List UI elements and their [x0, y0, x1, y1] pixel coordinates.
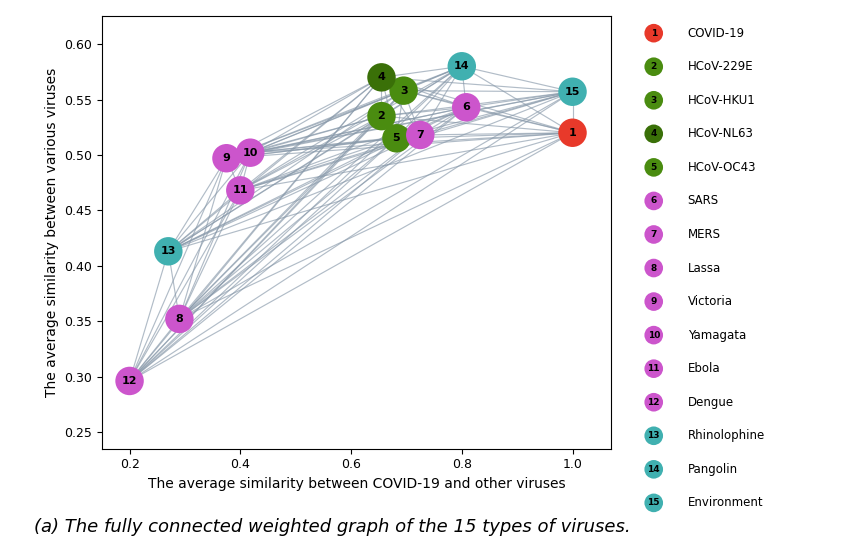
Text: 5: 5 [650, 163, 657, 172]
Point [172, 315, 186, 323]
Text: Environment: Environment [688, 496, 763, 509]
Text: 11: 11 [648, 364, 660, 373]
Point [220, 154, 233, 162]
Point [647, 29, 661, 38]
Text: 3: 3 [400, 86, 408, 96]
Text: 10: 10 [243, 148, 258, 158]
Text: 12: 12 [648, 398, 660, 407]
Text: SARS: SARS [688, 194, 719, 207]
Text: HCoV-HKU1: HCoV-HKU1 [688, 94, 756, 107]
Point [390, 134, 403, 143]
Point [647, 230, 661, 239]
Point [459, 103, 473, 112]
Point [647, 130, 661, 138]
Point [647, 96, 661, 104]
Text: 14: 14 [648, 465, 660, 474]
Text: 3: 3 [650, 96, 657, 105]
Text: 11: 11 [233, 185, 248, 195]
Point [647, 264, 661, 272]
Text: 6: 6 [462, 102, 470, 112]
Point [374, 73, 388, 82]
Text: MERS: MERS [688, 228, 721, 241]
Point [647, 364, 661, 373]
Point [647, 163, 661, 172]
Text: 4: 4 [650, 129, 657, 138]
Point [647, 62, 661, 71]
Point [647, 196, 661, 205]
Point [374, 112, 388, 120]
Point [647, 432, 661, 440]
Text: Rhinolophine: Rhinolophine [688, 429, 765, 443]
Text: Pangolin: Pangolin [688, 463, 738, 476]
Point [244, 148, 257, 157]
Text: 13: 13 [160, 246, 176, 257]
Text: 9: 9 [650, 297, 657, 306]
Point [396, 86, 410, 95]
X-axis label: The average similarity between COVID-19 and other viruses: The average similarity between COVID-19 … [148, 477, 565, 491]
Text: Dengue: Dengue [688, 395, 734, 409]
Y-axis label: The average similarity between various viruses: The average similarity between various v… [45, 68, 59, 397]
Text: HCoV-OC43: HCoV-OC43 [688, 161, 756, 174]
Text: 7: 7 [416, 130, 424, 140]
Text: Yamagata: Yamagata [688, 329, 746, 342]
Point [565, 129, 579, 137]
Text: 8: 8 [650, 264, 657, 272]
Text: Victoria: Victoria [688, 295, 733, 308]
Text: 10: 10 [648, 330, 660, 340]
Text: 8: 8 [176, 314, 183, 324]
Text: HCoV-NL63: HCoV-NL63 [688, 127, 754, 141]
Text: 4: 4 [378, 72, 385, 83]
Text: 5: 5 [392, 133, 400, 143]
Text: Lassa: Lassa [688, 261, 721, 275]
Point [647, 465, 661, 474]
Point [233, 186, 247, 195]
Text: 15: 15 [648, 498, 660, 508]
Text: 2: 2 [650, 62, 657, 71]
Point [455, 62, 469, 71]
Point [647, 498, 661, 507]
Point [161, 247, 175, 255]
Point [647, 331, 661, 340]
Text: 14: 14 [454, 61, 469, 71]
Text: 9: 9 [222, 153, 230, 163]
Point [413, 131, 427, 139]
Point [123, 376, 137, 385]
Text: 2: 2 [378, 111, 385, 121]
Text: 12: 12 [121, 376, 138, 386]
Text: 1: 1 [569, 128, 576, 138]
Text: 6: 6 [650, 196, 657, 206]
Text: HCoV-229E: HCoV-229E [688, 60, 753, 73]
Text: Ebola: Ebola [688, 362, 720, 375]
Text: COVID-19: COVID-19 [688, 27, 745, 40]
Text: (a) The fully connected weighted graph of the 15 types of viruses.: (a) The fully connected weighted graph o… [34, 518, 631, 536]
Point [565, 88, 579, 96]
Text: 7: 7 [650, 230, 657, 239]
Text: 1: 1 [650, 28, 657, 38]
Point [647, 398, 661, 406]
Point [647, 297, 661, 306]
Text: 15: 15 [565, 87, 580, 97]
Text: 13: 13 [648, 431, 660, 440]
